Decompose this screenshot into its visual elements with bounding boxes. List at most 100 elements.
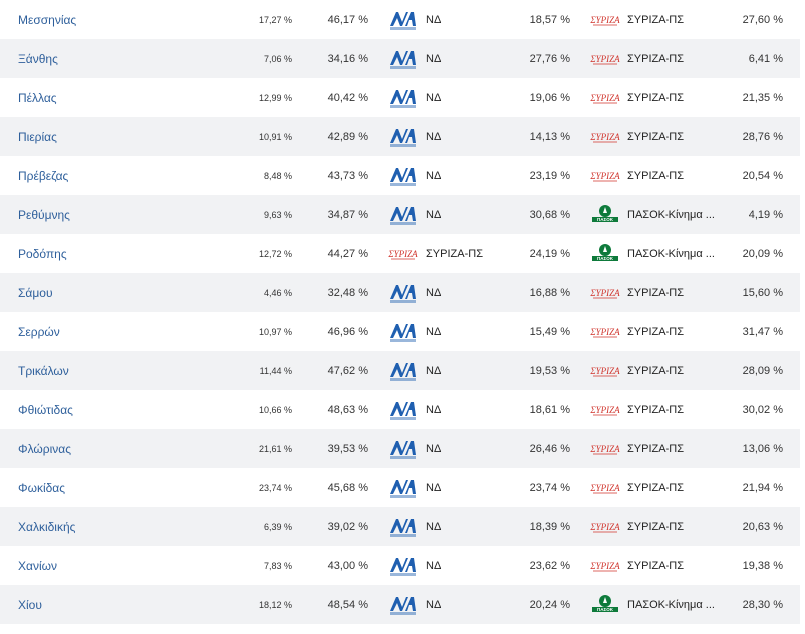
table-row: Φλώρινας 21,61 % 39,53 % ΝΔ 26,46 % ΣΥΡΙ… bbox=[0, 429, 800, 468]
nd-logo-icon bbox=[388, 593, 418, 617]
svg-text:ΣΥΡΙΖΑ: ΣΥΡΙΖΑ bbox=[590, 522, 620, 532]
pasok-logo-icon: ΠΑΣΟΚ bbox=[590, 242, 620, 266]
table-row: Χανίων 7,83 % 43,00 % ΝΔ 23,62 % ΣΥΡΙΖΑ … bbox=[0, 546, 800, 585]
table-row: Μεσσηνίας 17,27 % 46,17 % ΝΔ 18,57 % ΣΥΡ… bbox=[0, 0, 800, 39]
table-row: Χαλκιδικής 6,39 % 39,02 % ΝΔ 18,39 % ΣΥΡ… bbox=[0, 507, 800, 546]
first-party-name: ΝΔ bbox=[426, 598, 442, 611]
second-party-name: ΣΥΡΙΖΑ-ΠΣ bbox=[627, 286, 684, 299]
difference-value: 20,09 % bbox=[742, 247, 783, 260]
table-row: Πρέβεζας 8,48 % 43,73 % ΝΔ 23,19 % ΣΥΡΙΖ… bbox=[0, 156, 800, 195]
region-link[interactable]: Πρέβεζας bbox=[18, 168, 69, 183]
first-party-name: ΝΔ bbox=[426, 559, 442, 572]
nd-logo-icon bbox=[388, 320, 418, 344]
second-party-percent: 19,53 % bbox=[529, 364, 570, 377]
second-party-percent: 23,62 % bbox=[529, 559, 570, 572]
difference-value: 21,35 % bbox=[742, 91, 783, 104]
first-party-percent: 45,68 % bbox=[327, 481, 368, 494]
difference-value: 28,76 % bbox=[742, 130, 783, 143]
region-link[interactable]: Χαλκιδικής bbox=[18, 519, 76, 534]
nd-logo-icon bbox=[388, 203, 418, 227]
region-link[interactable]: Ροδόπης bbox=[18, 246, 67, 261]
region-link[interactable]: Χανίων bbox=[18, 558, 57, 573]
difference-value: 21,94 % bbox=[742, 481, 783, 494]
pasok-logo-icon: ΠΑΣΟΚ bbox=[590, 593, 620, 617]
region-link[interactable]: Σερρών bbox=[18, 324, 60, 339]
first-party-percent: 32,48 % bbox=[327, 286, 368, 299]
difference-value: 20,54 % bbox=[742, 169, 783, 182]
region-link[interactable]: Ρεθύμνης bbox=[18, 207, 70, 222]
second-party-percent: 23,19 % bbox=[529, 169, 570, 182]
second-party-name: ΣΥΡΙΖΑ-ΠΣ bbox=[627, 169, 684, 182]
svg-text:ΣΥΡΙΖΑ: ΣΥΡΙΖΑ bbox=[590, 15, 620, 25]
second-party-percent: 18,61 % bbox=[529, 403, 570, 416]
first-party-percent: 34,16 % bbox=[327, 52, 368, 65]
svg-text:ΣΥΡΙΖΑ: ΣΥΡΙΖΑ bbox=[590, 327, 620, 337]
first-party-name: ΝΔ bbox=[426, 91, 442, 104]
region-link[interactable]: Φωκίδας bbox=[18, 480, 66, 495]
first-party-percent: 44,27 % bbox=[327, 247, 368, 260]
first-party-percent: 42,89 % bbox=[327, 130, 368, 143]
turnout-value: 4,46 % bbox=[263, 287, 292, 298]
first-party-percent: 48,63 % bbox=[327, 403, 368, 416]
first-party-name: ΝΔ bbox=[426, 169, 442, 182]
syriza-logo-icon: ΣΥΡΙΖΑ bbox=[590, 86, 620, 110]
second-party-name: ΣΥΡΙΖΑ-ΠΣ bbox=[627, 52, 684, 65]
difference-value: 19,38 % bbox=[742, 559, 783, 572]
table-row: Πέλλας 12,99 % 40,42 % ΝΔ 19,06 % ΣΥΡΙΖΑ… bbox=[0, 78, 800, 117]
second-party-percent: 15,49 % bbox=[529, 325, 570, 338]
first-party-percent: 34,87 % bbox=[327, 208, 368, 221]
second-party-name: ΣΥΡΙΖΑ-ΠΣ bbox=[627, 520, 684, 533]
second-party-name: ΣΥΡΙΖΑ-ΠΣ bbox=[627, 403, 684, 416]
region-link[interactable]: Πέλλας bbox=[18, 90, 57, 105]
syriza-logo-icon: ΣΥΡΙΖΑ bbox=[590, 281, 620, 305]
nd-logo-icon bbox=[388, 8, 418, 32]
svg-text:ΣΥΡΙΖΑ: ΣΥΡΙΖΑ bbox=[590, 561, 620, 571]
svg-text:ΣΥΡΙΖΑ: ΣΥΡΙΖΑ bbox=[590, 366, 620, 376]
first-party-name: ΝΔ bbox=[426, 325, 442, 338]
second-party-percent: 20,24 % bbox=[529, 598, 570, 611]
difference-value: 20,63 % bbox=[742, 520, 783, 533]
first-party-name: ΝΔ bbox=[426, 364, 442, 377]
second-party-name: ΣΥΡΙΖΑ-ΠΣ bbox=[627, 364, 684, 377]
second-party-name: ΣΥΡΙΖΑ-ΠΣ bbox=[627, 91, 684, 104]
difference-value: 30,02 % bbox=[742, 403, 783, 416]
second-party-name: ΣΥΡΙΖΑ-ΠΣ bbox=[627, 130, 684, 143]
first-party-percent: 46,96 % bbox=[327, 325, 368, 338]
region-link[interactable]: Σάμου bbox=[18, 285, 53, 300]
nd-logo-icon bbox=[388, 476, 418, 500]
first-party-percent: 46,17 % bbox=[327, 13, 368, 26]
first-party-percent: 48,54 % bbox=[327, 598, 368, 611]
difference-value: 28,30 % bbox=[742, 598, 783, 611]
nd-logo-icon bbox=[388, 359, 418, 383]
turnout-value: 7,83 % bbox=[263, 560, 292, 571]
second-party-name: ΠΑΣΟΚ-Κίνημα ... bbox=[627, 247, 715, 260]
first-party-percent: 47,62 % bbox=[327, 364, 368, 377]
difference-value: 28,09 % bbox=[742, 364, 783, 377]
first-party-name: ΝΔ bbox=[426, 442, 442, 455]
region-link[interactable]: Τρικάλων bbox=[18, 363, 69, 378]
turnout-value: 9,63 % bbox=[263, 209, 292, 220]
svg-text:ΣΥΡΙΖΑ: ΣΥΡΙΖΑ bbox=[388, 249, 418, 259]
turnout-value: 10,97 % bbox=[258, 326, 292, 337]
second-party-name: ΠΑΣΟΚ-Κίνημα ... bbox=[627, 208, 715, 221]
svg-text:ΣΥΡΙΖΑ: ΣΥΡΙΖΑ bbox=[590, 171, 620, 181]
second-party-percent: 30,68 % bbox=[529, 208, 570, 221]
difference-value: 31,47 % bbox=[742, 325, 783, 338]
table-row: Σάμου 4,46 % 32,48 % ΝΔ 16,88 % ΣΥΡΙΖΑ Σ… bbox=[0, 273, 800, 312]
region-link[interactable]: Χίου bbox=[18, 597, 42, 612]
region-link[interactable]: Πιερίας bbox=[18, 129, 57, 144]
first-party-name: ΝΔ bbox=[426, 13, 442, 26]
difference-value: 13,06 % bbox=[742, 442, 783, 455]
region-link[interactable]: Φλώρινας bbox=[18, 441, 71, 456]
svg-text:ΣΥΡΙΖΑ: ΣΥΡΙΖΑ bbox=[590, 288, 620, 298]
region-link[interactable]: Μεσσηνίας bbox=[18, 12, 77, 27]
region-link[interactable]: Φθιώτιδας bbox=[18, 402, 73, 417]
svg-text:ΣΥΡΙΖΑ: ΣΥΡΙΖΑ bbox=[590, 132, 620, 142]
region-link[interactable]: Ξάνθης bbox=[18, 51, 58, 66]
svg-text:ΣΥΡΙΖΑ: ΣΥΡΙΖΑ bbox=[590, 483, 620, 493]
turnout-value: 18,12 % bbox=[258, 599, 292, 610]
first-party-name: ΝΔ bbox=[426, 208, 442, 221]
second-party-name: ΣΥΡΙΖΑ-ΠΣ bbox=[627, 559, 684, 572]
nd-logo-icon bbox=[388, 125, 418, 149]
turnout-value: 17,27 % bbox=[258, 14, 292, 25]
